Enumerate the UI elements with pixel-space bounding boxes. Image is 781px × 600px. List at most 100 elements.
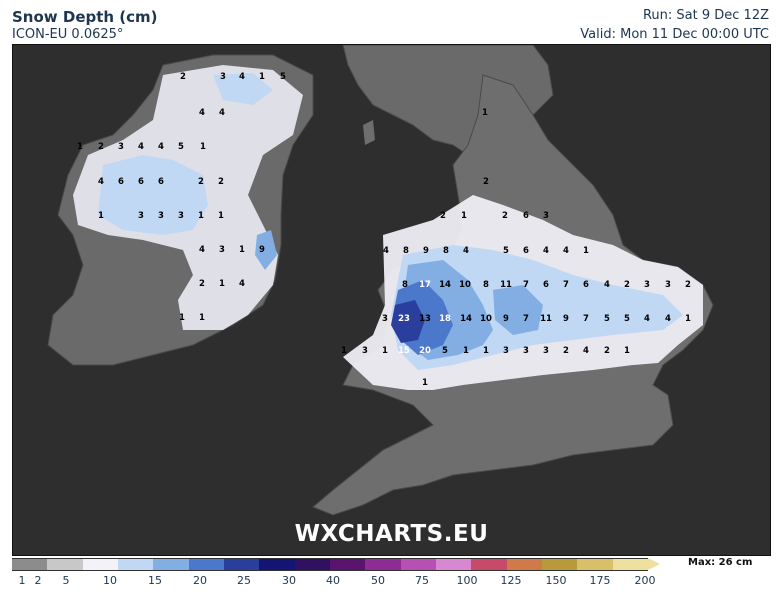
snow-depth-value: 2 bbox=[685, 280, 691, 290]
snow-depth-value: 2 bbox=[440, 211, 446, 221]
snow-depth-value: 14 bbox=[460, 314, 472, 324]
snow-depth-value: 1 bbox=[422, 378, 428, 388]
snow-depth-value: 3 bbox=[665, 280, 671, 290]
legend-color-swatch bbox=[365, 558, 402, 571]
snow-depth-value: 2 bbox=[199, 279, 205, 289]
snow-depth-value: 3 bbox=[220, 72, 226, 82]
snow-depth-value: 4 bbox=[604, 280, 610, 290]
snow-depth-value: 8 bbox=[483, 280, 489, 290]
snow-depth-value: 4 bbox=[199, 245, 205, 255]
legend-color-swatch bbox=[330, 558, 366, 571]
legend-tick-label: 1 bbox=[18, 574, 26, 587]
legend-color-swatch bbox=[153, 558, 190, 571]
snow-depth-value: 4 bbox=[239, 279, 245, 289]
legend-ticks: 1 2 5 10 15 20 25 30 40 50 75 100 125 150 175 200 bbox=[12, 574, 672, 590]
legend-color-swatch bbox=[471, 558, 508, 571]
ireland-snow-blue-north bbox=[213, 73, 273, 105]
snow-depth-value: 1 bbox=[98, 211, 104, 221]
snow-depth-value: 7 bbox=[583, 314, 589, 324]
snow-depth-value: 1 bbox=[259, 72, 265, 82]
snow-depth-value: 6 bbox=[523, 211, 529, 221]
snow-depth-value: 3 bbox=[118, 142, 124, 152]
snow-depth-value: 2 bbox=[218, 177, 224, 187]
snow-depth-value: 3 bbox=[158, 211, 164, 221]
snow-depth-value: 3 bbox=[178, 211, 184, 221]
snow-depth-value: 10 bbox=[459, 280, 471, 290]
snow-depth-value: 1 bbox=[483, 346, 489, 356]
snow-depth-value: 1 bbox=[463, 346, 469, 356]
snow-depth-value: 5 bbox=[178, 142, 184, 152]
snow-depth-value: 1 bbox=[583, 246, 589, 256]
snow-depth-value: 2 bbox=[502, 211, 508, 221]
snow-depth-value: 1 bbox=[200, 142, 206, 152]
legend-tick-label: 20 bbox=[193, 574, 207, 587]
snow-depth-value: 1 bbox=[198, 211, 204, 221]
snow-depth-value: 14 bbox=[439, 280, 451, 290]
wales-snow-deepest bbox=[391, 300, 425, 343]
snow-depth-value: 3 bbox=[543, 211, 549, 221]
snow-depth-value: 4 bbox=[199, 108, 205, 118]
legend-tick-label: 30 bbox=[282, 574, 296, 587]
legend-arrow bbox=[648, 558, 660, 570]
snow-depth-value: 5 bbox=[280, 72, 286, 82]
snow-depth-value: 2 bbox=[198, 177, 204, 187]
snow-depth-value: 4 bbox=[665, 314, 671, 324]
legend-tick-label: 40 bbox=[326, 574, 340, 587]
snow-depth-value: 2 bbox=[563, 346, 569, 356]
snow-depth-value: 2 bbox=[624, 280, 630, 290]
map-canvas: 2 3 4 1 54 41 2 3 4 4 5 14 6 6 6 2 21 3 3 3 1 14 3 1 92 1 41 112 126… bbox=[13, 45, 770, 555]
legend-tick-label: 50 bbox=[371, 574, 385, 587]
snow-depth-value: 1 bbox=[219, 279, 225, 289]
snow-depth-value: 1 bbox=[199, 313, 205, 323]
legend-tick-label: 125 bbox=[500, 574, 522, 587]
snow-depth-value: 2 bbox=[604, 346, 610, 356]
ireland-snow-blue bbox=[98, 155, 208, 235]
ireland-snow-blue-east bbox=[255, 230, 277, 270]
snow-depth-value: 7 bbox=[523, 280, 529, 290]
snow-depth-value: 5 bbox=[604, 314, 610, 324]
snow-depth-value: 4 bbox=[583, 346, 589, 356]
snow-depth-value: 9 bbox=[259, 245, 265, 255]
snow-depth-value: 8 bbox=[402, 280, 408, 290]
legend-tick-label: 100 bbox=[456, 574, 478, 587]
legend-color-swatch bbox=[118, 558, 154, 571]
snow-depth-value: 1 bbox=[179, 313, 185, 323]
snow-depth-value: 3 bbox=[382, 314, 388, 324]
snow-depth-value: 8 bbox=[403, 246, 409, 256]
snow-depth-value: 11 bbox=[540, 314, 552, 324]
legend-tick-label: 5 bbox=[62, 574, 70, 587]
snow-depth-value: 4 bbox=[239, 72, 245, 82]
legend-color-swatch bbox=[12, 558, 48, 571]
snow-depth-value: 6 bbox=[158, 177, 164, 187]
snow-depth-value: 6 bbox=[118, 177, 124, 187]
snow-depth-value: 1 bbox=[482, 108, 488, 118]
wxcharts-watermark: WXCHARTS.EU bbox=[294, 521, 489, 547]
snow-depth-value: 20 bbox=[419, 346, 431, 356]
snow-depth-value: 1 bbox=[461, 211, 467, 221]
legend-color-swatch bbox=[506, 558, 543, 571]
valid-time: Valid: Mon 11 Dec 00:00 UTC bbox=[580, 27, 769, 42]
snow-depth-value: 4 bbox=[98, 177, 104, 187]
model-subtitle: ICON-EU 0.0625° bbox=[12, 27, 124, 42]
snow-depth-value: 6 bbox=[583, 280, 589, 290]
legend-color-swatch bbox=[82, 558, 119, 571]
snow-depth-value: 4 bbox=[383, 246, 389, 256]
legend-color-swatch bbox=[47, 558, 84, 571]
legend-tick-label: 75 bbox=[415, 574, 429, 587]
legend-max-label: Max: 26 cm bbox=[688, 557, 753, 568]
snow-depth-value: 2 bbox=[98, 142, 104, 152]
legend-tick-label: 200 bbox=[634, 574, 656, 587]
snow-depth-value: 4 bbox=[138, 142, 144, 152]
snow-depth-value: 11 bbox=[500, 280, 512, 290]
snow-depth-value: 3 bbox=[523, 346, 529, 356]
snow-depth-value: 5 bbox=[624, 314, 630, 324]
snow-depth-value: 3 bbox=[644, 280, 650, 290]
snow-depth-value: 5 bbox=[503, 246, 509, 256]
legend-color-swatch bbox=[612, 558, 649, 571]
isle-of-man bbox=[363, 120, 375, 145]
legend-tick-label: 25 bbox=[237, 574, 251, 587]
snow-depth-value: 1 bbox=[382, 346, 388, 356]
legend-tick-label: 150 bbox=[545, 574, 567, 587]
map-title: Snow Depth (cm) bbox=[12, 8, 158, 26]
